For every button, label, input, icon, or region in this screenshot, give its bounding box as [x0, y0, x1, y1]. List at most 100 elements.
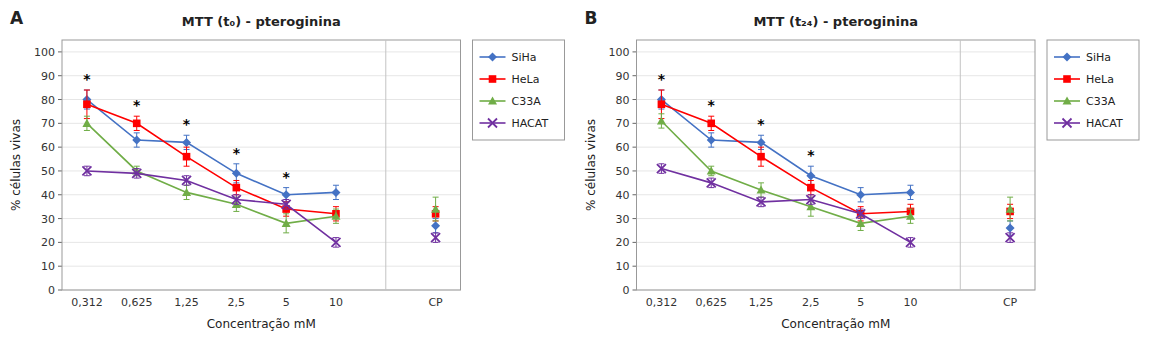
y-tick-label: 100: [609, 46, 630, 59]
annotation: *: [807, 147, 815, 163]
data-point: [331, 238, 340, 247]
grid-line: [637, 194, 1036, 195]
x-tick-label: 0,625: [695, 296, 727, 309]
y-tick-label: 90: [616, 70, 630, 83]
data-point: [658, 100, 666, 108]
y-tick-label: 30: [616, 213, 630, 226]
plot-area: [82, 90, 440, 247]
error-bar: [233, 180, 239, 194]
x-axis-label: Concentração mM: [207, 317, 316, 331]
grid-line: [62, 147, 461, 148]
y-tick: [633, 266, 637, 267]
legend-box: [473, 40, 565, 140]
data-point: [82, 166, 91, 175]
y-tick: [58, 290, 62, 291]
data-point: [232, 195, 241, 204]
legend: SiHaHeLaC33AHACAT: [473, 40, 565, 140]
grid-line: [637, 218, 1036, 219]
data-point: [906, 238, 915, 247]
error-bar: [84, 90, 90, 119]
legend-marker: [488, 119, 497, 128]
legend-marker: [488, 53, 497, 62]
x-tick-label: 2,5: [228, 296, 246, 309]
data-point: [232, 169, 241, 178]
y-tick: [58, 51, 62, 52]
data-point: [431, 233, 440, 242]
data-point: [906, 212, 915, 220]
y-tick-label: 40: [616, 189, 630, 202]
plot-frame: [62, 40, 461, 290]
grid-line: [62, 266, 461, 267]
grid-line: [637, 99, 1036, 100]
legend-marker: [1063, 97, 1072, 105]
y-tick: [633, 194, 637, 195]
y-tick: [58, 194, 62, 195]
y-tick-label: 80: [41, 94, 55, 107]
data-point: [1006, 233, 1015, 242]
error-bar: [758, 147, 764, 166]
data-point: [657, 164, 666, 173]
data-point: [282, 200, 291, 209]
separator: [385, 40, 386, 290]
x-tick-label: 2,5: [802, 296, 820, 309]
data-point: [757, 197, 766, 206]
legend-marker: [1063, 53, 1072, 62]
data-point: [806, 195, 815, 204]
data-point: [133, 120, 141, 128]
legend-label: SiHa: [1086, 51, 1111, 64]
panel: BMTT (t₂₄) - pteroginina0102030405060708…: [584, 8, 1140, 331]
series-line: [87, 171, 436, 242]
y-axis-label: % células vivas: [9, 119, 23, 211]
x-tick-label: CP: [428, 296, 443, 309]
y-tick: [58, 99, 62, 100]
y-tick-label: 30: [41, 213, 55, 226]
legend-label: HACAT: [1086, 117, 1123, 130]
grid-line: [62, 51, 461, 52]
annotation: *: [233, 145, 241, 161]
legend-label: HeLa: [512, 73, 540, 86]
y-tick-label: 90: [41, 70, 55, 83]
data-point: [757, 138, 766, 147]
legend-marker: [1063, 119, 1072, 128]
data-point: [906, 188, 915, 197]
series-line: [661, 121, 1010, 223]
x-tick-label: 1,25: [174, 296, 199, 309]
data-point: [1006, 205, 1015, 213]
legend-marker: [1063, 75, 1071, 83]
data-point: [757, 153, 765, 161]
legend-label: HeLa: [1086, 73, 1114, 86]
data-point: [856, 219, 865, 227]
x-tick-label: 5: [857, 296, 864, 309]
data-point: [233, 184, 241, 192]
annotation: *: [282, 169, 290, 185]
grid-line: [637, 147, 1036, 148]
data-point: [757, 186, 766, 194]
grid-line: [62, 242, 461, 243]
y-tick-label: 100: [34, 46, 55, 59]
data-point: [856, 190, 865, 199]
panel-label: A: [10, 8, 24, 28]
y-tick: [633, 51, 637, 52]
data-point: [856, 209, 865, 218]
data-point: [331, 212, 340, 220]
data-point: [282, 190, 291, 199]
x-tick-label: 0,312: [71, 296, 103, 309]
data-point: [132, 169, 141, 178]
y-axis-label: % células vivas: [584, 119, 598, 211]
x-tick-label: 0,312: [646, 296, 678, 309]
grid-line: [62, 123, 461, 124]
series-line: [87, 104, 436, 214]
legend-marker: [489, 75, 497, 83]
grid-line: [637, 75, 1036, 76]
data-point: [707, 136, 716, 145]
data-point: [707, 178, 716, 187]
y-tick: [633, 170, 637, 171]
y-tick: [58, 147, 62, 148]
legend-label: C33A: [1086, 95, 1116, 108]
chart-root: AMTT (t₀) - pteroginina01020304050607080…: [0, 0, 1149, 345]
grid-line: [62, 75, 461, 76]
panel-label: B: [585, 8, 598, 28]
y-tick: [633, 123, 637, 124]
x-tick-label: 10: [329, 296, 343, 309]
y-tick: [633, 290, 637, 291]
